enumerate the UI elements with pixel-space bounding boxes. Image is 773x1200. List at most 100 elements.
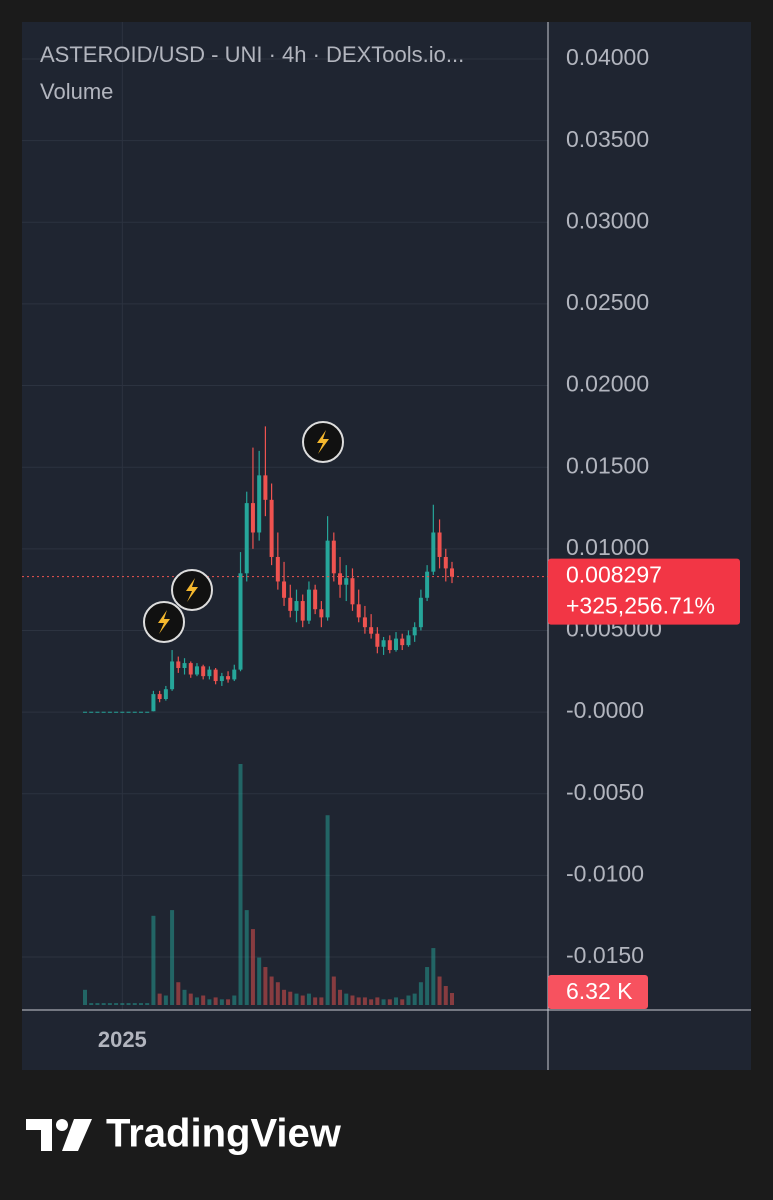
y-tick-label: 0.01000 (566, 534, 649, 560)
volume-bar (176, 982, 181, 1005)
volume-bar (163, 995, 168, 1005)
candle-body (89, 711, 94, 713)
volume-bar (443, 986, 448, 1005)
volume-bar (375, 997, 380, 1005)
volume-bar (313, 997, 318, 1005)
volume-bar (170, 910, 175, 1005)
candle-body (313, 589, 318, 610)
candle-body (350, 578, 355, 605)
volume-bar (331, 976, 336, 1005)
volume-bar (288, 991, 293, 1005)
y-tick-label: -0.0050 (566, 779, 644, 805)
candle-body (120, 711, 125, 713)
event-icon (302, 421, 344, 463)
candle-body (288, 597, 293, 611)
candle-body (194, 666, 199, 675)
volume-bar (319, 997, 324, 1005)
y-tick-label: 0.03500 (566, 126, 649, 152)
volume-bar (188, 993, 193, 1005)
volume-bar (394, 997, 399, 1005)
volume-bar (275, 982, 280, 1005)
y-tick-label: 0.04000 (566, 44, 649, 70)
candle-body (83, 711, 87, 713)
volume-bar (250, 929, 255, 1005)
volume-bar (350, 995, 355, 1005)
volume-bar (431, 948, 436, 1005)
volume-bar (418, 982, 423, 1005)
candle-body (437, 532, 442, 557)
volume-bar (95, 1003, 100, 1005)
candle-body (362, 617, 367, 628)
candle-body (145, 711, 150, 713)
candle-body (387, 640, 392, 651)
candle-body (381, 640, 386, 647)
volume-bar (107, 1003, 112, 1005)
candle-body (101, 711, 106, 713)
volume-bar (157, 993, 162, 1005)
y-tick-label: 0.02500 (566, 289, 649, 315)
volume-bar (182, 989, 187, 1005)
candle-body (250, 503, 255, 533)
volume-bar (207, 999, 212, 1005)
volume-bar (132, 1003, 137, 1005)
volume-bar (412, 993, 417, 1005)
volume-bar (114, 1003, 119, 1005)
candle-body (319, 609, 324, 618)
last-price-box (548, 558, 740, 625)
candle-body (406, 635, 411, 646)
candle-body (306, 589, 311, 621)
candle-body (325, 540, 330, 618)
volume-bar (126, 1003, 131, 1005)
volume-bar (83, 989, 87, 1005)
x-tick-label: 2025 (98, 1027, 147, 1052)
volume-bar (282, 989, 287, 1005)
candle-body (176, 661, 181, 668)
candle-body (331, 540, 336, 574)
y-tick-label: 0.03000 (566, 207, 649, 233)
volume-bar (226, 999, 231, 1005)
candle-body (282, 581, 287, 598)
volume-bar (437, 976, 442, 1005)
candle-body (338, 573, 343, 585)
volume-bar (338, 989, 343, 1005)
candle-body (126, 711, 131, 713)
volume-bar (381, 999, 386, 1005)
candle-body (369, 627, 374, 634)
candle-body (132, 711, 137, 713)
chart-subtitle: Volume (40, 79, 113, 104)
candle-body (394, 638, 399, 651)
volume-bar (151, 915, 156, 1005)
volume-bar (145, 1003, 150, 1005)
candle-body (226, 676, 231, 680)
last-volume-box (548, 975, 648, 1010)
last-price-label: 0.008297 (566, 562, 662, 588)
volume-bar (306, 993, 311, 1005)
candle-body (344, 578, 349, 585)
volume-bar (213, 997, 218, 1005)
candle-body (450, 568, 454, 577)
candle-body (207, 669, 212, 677)
volume-bar (138, 1003, 143, 1005)
volume-bar (89, 1003, 94, 1005)
volume-bar (400, 999, 405, 1005)
candle-body (213, 669, 218, 682)
candle-body (257, 475, 262, 533)
candle-body (163, 689, 168, 700)
volume-bar (257, 957, 262, 1005)
candle-body (431, 532, 436, 572)
candle-body (263, 475, 268, 500)
candle-body (107, 711, 112, 713)
chart-title: ASTEROID/USD - UNI · 4h · DEXTools.io... (40, 42, 464, 67)
candle-body (201, 666, 206, 677)
volume-bar (219, 999, 224, 1005)
y-tick-label: 0.01500 (566, 452, 649, 478)
candle-body (356, 604, 361, 618)
volume-bar (356, 997, 361, 1005)
candle-body (182, 663, 187, 668)
volume-bar (300, 995, 305, 1005)
candle-body (294, 601, 299, 611)
candle-body (95, 711, 100, 713)
volume-bar (101, 1003, 106, 1005)
event-icon (143, 601, 185, 643)
